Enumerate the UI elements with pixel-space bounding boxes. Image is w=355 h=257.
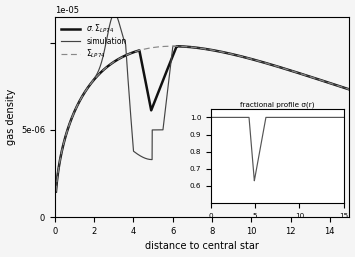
X-axis label: distance to central star: distance to central star bbox=[145, 241, 259, 251]
Y-axis label: gas density: gas density bbox=[6, 89, 16, 145]
Text: 1e-05: 1e-05 bbox=[55, 6, 79, 15]
Legend: $\sigma.\Sigma_{LP74}$, simulation, $\Sigma_{LP74}$: $\sigma.\Sigma_{LP74}$, simulation, $\Si… bbox=[59, 20, 129, 63]
